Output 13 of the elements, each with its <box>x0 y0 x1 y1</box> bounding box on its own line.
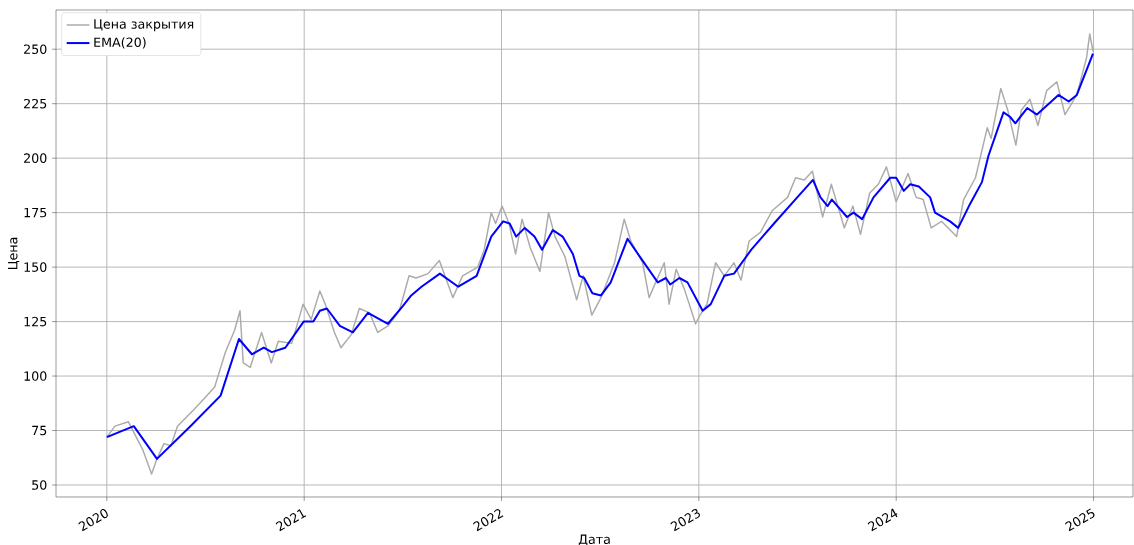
x-axis-title: Дата <box>578 534 610 545</box>
y-tick-label: 225 <box>24 98 47 109</box>
y-tick-label: 125 <box>24 316 47 327</box>
legend-label: Цена закрытия <box>94 19 194 32</box>
y-tick-label: 50 <box>32 480 47 490</box>
y-tick-label: 250 <box>24 44 47 55</box>
y-tick-label: 75 <box>32 425 47 436</box>
y-tick-label: 200 <box>24 153 47 163</box>
y-axis-title: Цена <box>8 237 20 270</box>
y-tick-label: 100 <box>24 371 47 381</box>
y-tick-label: 150 <box>24 262 47 272</box>
y-tick-label: 175 <box>24 207 47 218</box>
legend-label: EMA(20) <box>94 37 146 49</box>
